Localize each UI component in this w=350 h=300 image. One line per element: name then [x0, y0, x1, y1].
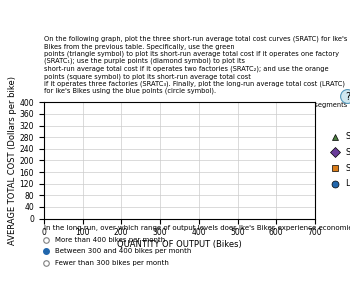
Text: ?: ?: [345, 92, 350, 101]
Text: In the long run, over which range of output levels does Ike's Bikes experience e: In the long run, over which range of out…: [44, 224, 350, 230]
Text: On the following graph, plot the three short-run average total cost curves (SRAT: On the following graph, plot the three s…: [44, 36, 347, 116]
Text: Fewer than 300 bikes per month: Fewer than 300 bikes per month: [55, 260, 168, 266]
Text: Between 300 and 400 bikes per month: Between 300 and 400 bikes per month: [55, 248, 191, 254]
X-axis label: QUANTITY OF OUTPUT (Bikes): QUANTITY OF OUTPUT (Bikes): [117, 240, 242, 249]
Text: More than 400 bikes per month: More than 400 bikes per month: [55, 237, 165, 243]
Y-axis label: AVERAGE TOTAL COST (Dollars per bike): AVERAGE TOTAL COST (Dollars per bike): [8, 76, 17, 245]
Legend: SRATC₁, SRATC₂, SRATC₃, LRATC: SRATC₁, SRATC₂, SRATC₃, LRATC: [324, 131, 350, 190]
